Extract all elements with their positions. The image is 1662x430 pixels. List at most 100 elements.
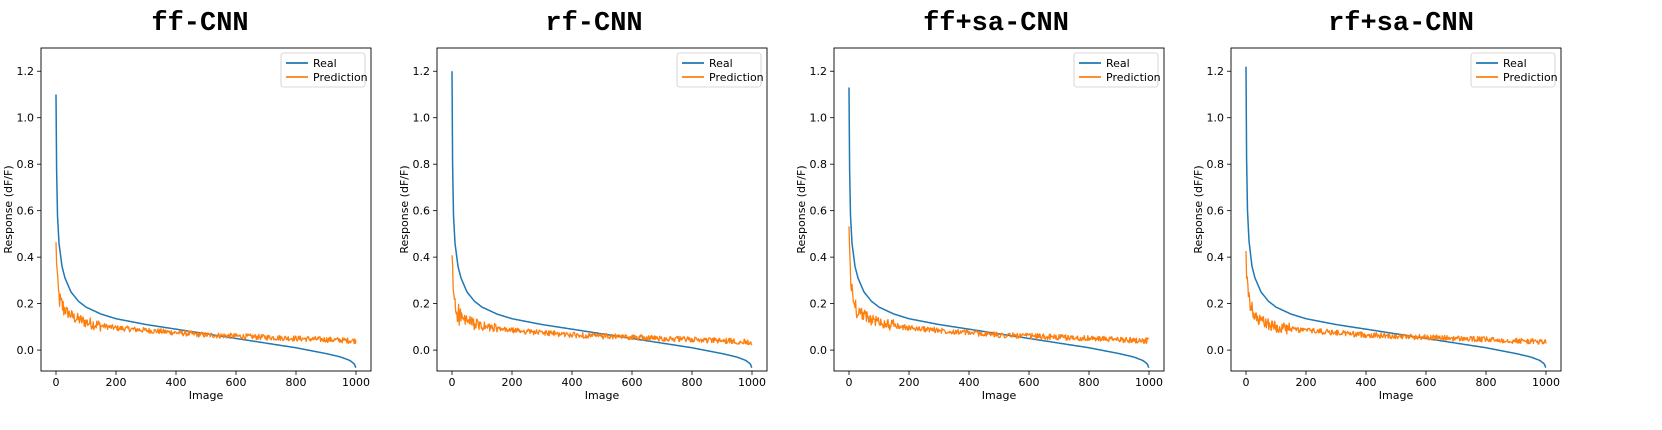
- x-tick-label: 1000: [342, 376, 370, 389]
- y-tick-label: 0.8: [1207, 158, 1225, 171]
- x-tick-label: 800: [682, 376, 703, 389]
- y-tick-label: 0.4: [1207, 251, 1225, 264]
- y-axis-label: Response (dF/F): [2, 165, 15, 253]
- x-tick-label: 1000: [1532, 376, 1560, 389]
- x-tick-label: 0: [449, 376, 456, 389]
- x-tick-label: 400: [959, 376, 980, 389]
- x-tick-label: 400: [166, 376, 187, 389]
- y-axis-label: Response (dF/F): [1192, 165, 1205, 253]
- x-tick-label: 1000: [1135, 376, 1163, 389]
- y-tick-label: 0.2: [1207, 298, 1225, 311]
- x-tick-label: 1000: [738, 376, 766, 389]
- y-axis-label: Response (dF/F): [398, 165, 411, 253]
- x-tick-label: 600: [1416, 376, 1437, 389]
- chart-panel-3: ff+sa-CNN 0 200 400 600 800 1000 0.0 0.2 0.4 0.6 0.…: [795, 9, 1165, 402]
- y-tick-label: 0.0: [413, 344, 431, 357]
- legend-label-real: Real: [1106, 57, 1130, 70]
- y-tick-label: 1.0: [17, 112, 35, 125]
- plot-area: [1245, 66, 1547, 368]
- y-tick-label: 1.2: [810, 65, 828, 78]
- x-tick-label: 200: [899, 376, 920, 389]
- legend-label-prediction: Prediction: [1503, 71, 1558, 84]
- plot-area: [55, 94, 357, 368]
- x-axis-label: Image: [585, 389, 620, 402]
- chart-title: rf+sa-CNN: [1328, 9, 1474, 39]
- x-tick-label: 0: [53, 376, 60, 389]
- x-tick-label: 600: [622, 376, 643, 389]
- legend-label-real: Real: [709, 57, 733, 70]
- chart-title: ff+sa-CNN: [923, 9, 1069, 39]
- y-tick-label: 0.8: [810, 158, 828, 171]
- chart-title: rf-CNN: [545, 9, 642, 39]
- legend-box: [280, 52, 366, 88]
- y-tick-label: 1.2: [17, 65, 35, 78]
- series-line-real: [1245, 66, 1547, 368]
- chart-title: ff-CNN: [151, 9, 248, 39]
- series-line-real: [848, 87, 1150, 368]
- y-tick-label: 0.6: [17, 205, 35, 218]
- axes-frame: [436, 47, 768, 372]
- y-tick-label: 1.2: [413, 65, 431, 78]
- x-axis-label: Image: [1379, 389, 1414, 402]
- x-axis-label: Image: [982, 389, 1017, 402]
- axes-frame: [40, 47, 372, 372]
- legend-label-prediction: Prediction: [709, 71, 764, 84]
- series-line-prediction: [451, 255, 753, 346]
- chart-panel-1: ff-CNN 0 200 400 600 800 1000 0.0 0.2 0.4 0.6 0.8 1.…: [2, 9, 372, 402]
- y-tick-label: 0.6: [810, 205, 828, 218]
- legend-label-real: Real: [313, 57, 337, 70]
- x-tick-label: 400: [562, 376, 583, 389]
- y-tick-label: 0.8: [17, 158, 35, 171]
- x-tick-label: 400: [1356, 376, 1377, 389]
- axes-frame: [1230, 47, 1562, 372]
- x-tick-label: 600: [226, 376, 247, 389]
- x-tick-label: 200: [1296, 376, 1317, 389]
- x-tick-label: 200: [502, 376, 523, 389]
- plot-area: [848, 87, 1150, 368]
- y-tick-label: 0.8: [413, 158, 431, 171]
- series-line-prediction: [848, 226, 1150, 344]
- legend-label-prediction: Prediction: [1106, 71, 1161, 84]
- series-line-real: [451, 71, 753, 368]
- y-tick-label: 0.4: [810, 251, 828, 264]
- y-tick-label: 0.0: [1207, 344, 1225, 357]
- x-tick-label: 600: [1019, 376, 1040, 389]
- plot-area: [451, 71, 753, 368]
- y-tick-label: 0.2: [17, 298, 35, 311]
- y-tick-label: 1.0: [1207, 112, 1225, 125]
- y-tick-label: 0.2: [413, 298, 431, 311]
- y-tick-label: 0.4: [413, 251, 431, 264]
- x-tick-label: 800: [1079, 376, 1100, 389]
- series-line-prediction: [55, 242, 357, 345]
- y-tick-label: 0.2: [810, 298, 828, 311]
- x-tick-label: 0: [1243, 376, 1250, 389]
- y-tick-label: 0.6: [413, 205, 431, 218]
- chart-panel-2: rf-CNN 0 200 400 600 800 1000 0.0 0.2 0.4 0.6 0.8 1.…: [398, 9, 768, 402]
- legend-box: [1073, 52, 1159, 88]
- series-line-prediction: [1245, 251, 1547, 345]
- x-tick-label: 200: [106, 376, 127, 389]
- x-tick-label: 0: [846, 376, 853, 389]
- x-tick-label: 800: [286, 376, 307, 389]
- x-axis-label: Image: [189, 389, 224, 402]
- legend-label-prediction: Prediction: [313, 71, 368, 84]
- chart-panel-4: rf+sa-CNN 0 200 400 600 800 1000 0.0 0.2 0.4 0.6 0.…: [1192, 9, 1562, 402]
- y-tick-label: 1.0: [413, 112, 431, 125]
- y-tick-label: 0.0: [17, 344, 35, 357]
- y-tick-label: 0.0: [810, 344, 828, 357]
- legend-box: [676, 52, 762, 88]
- y-tick-label: 0.4: [17, 251, 35, 264]
- y-tick-label: 1.2: [1207, 65, 1225, 78]
- legend-label-real: Real: [1503, 57, 1527, 70]
- y-tick-label: 0.6: [1207, 205, 1225, 218]
- x-tick-label: 800: [1476, 376, 1497, 389]
- y-axis-label: Response (dF/F): [795, 165, 808, 253]
- axes-frame: [833, 47, 1165, 372]
- y-tick-label: 1.0: [810, 112, 828, 125]
- legend-box: [1470, 52, 1556, 88]
